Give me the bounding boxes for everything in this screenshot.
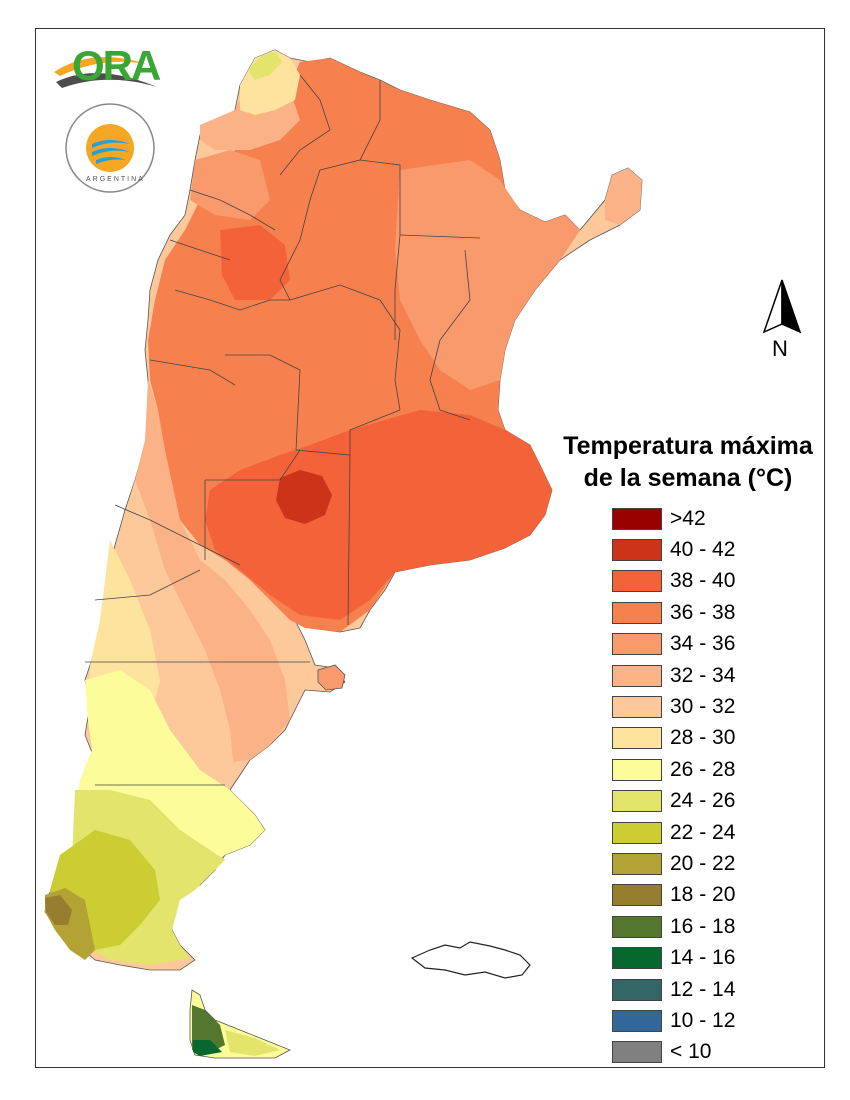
legend-swatch	[612, 727, 662, 750]
legend-swatch	[612, 758, 662, 781]
legend-label: 30 - 32	[670, 695, 736, 719]
legend-label: 40 - 42	[670, 538, 736, 562]
legend-item: 30 - 32	[612, 691, 735, 722]
legend-item: 24 - 26	[612, 786, 735, 817]
legend-title-line2: de la semana (°C)	[583, 464, 793, 492]
legend-item: >42	[612, 503, 735, 534]
legend-label: 14 - 16	[670, 946, 736, 970]
legend-item: 32 - 34	[612, 660, 735, 691]
legend-swatch	[612, 696, 662, 719]
legend-swatch	[612, 852, 662, 875]
legend-item: < 10	[612, 1037, 735, 1068]
peninsula-valdes	[317, 664, 346, 691]
smn-logo-text: ARGENTINA	[86, 176, 145, 183]
smn-logo	[65, 103, 155, 193]
map-frame	[35, 28, 825, 1068]
zone-38-40-north	[220, 225, 290, 300]
legend-label: 12 - 14	[670, 977, 736, 1001]
ora-logo	[54, 57, 157, 88]
legend-swatch	[612, 664, 662, 687]
zone-34-36-nw	[190, 150, 270, 220]
legend-item: 10 - 12	[612, 1005, 735, 1036]
ora-logo-text: ORA	[72, 42, 161, 89]
legend-item: 18 - 20	[612, 880, 735, 911]
legend-swatch	[612, 570, 662, 593]
legend-swatch	[612, 539, 662, 562]
legend-swatch	[612, 978, 662, 1001]
legend-item: 34 - 36	[612, 629, 735, 660]
legend: >42 40 - 42 38 - 40 36 - 38 34 - 36 32 - 34 30…	[612, 503, 735, 1068]
zone-34-36-ne	[395, 160, 580, 390]
legend-label: >42	[670, 506, 706, 530]
legend-swatch	[612, 633, 662, 656]
legend-label: 22 - 24	[670, 820, 736, 844]
tdf-24-26	[225, 1030, 280, 1056]
legend-label: 18 - 20	[670, 883, 736, 907]
legend-label: < 10	[670, 1040, 712, 1064]
legend-item: 14 - 16	[612, 942, 735, 973]
legend-swatch	[612, 821, 662, 844]
legend-swatch	[612, 790, 662, 813]
legend-label: 10 - 12	[670, 1008, 736, 1032]
legend-label: 34 - 36	[670, 632, 736, 656]
legend-label: 36 - 38	[670, 600, 736, 624]
legend-title: Temperatura máxima de la semana (°C)	[548, 430, 828, 494]
legend-label: 32 - 34	[670, 663, 736, 687]
legend-item: 28 - 30	[612, 723, 735, 754]
malvinas-islands	[410, 941, 531, 979]
legend-swatch	[612, 1009, 662, 1032]
legend-item: 20 - 22	[612, 848, 735, 879]
legend-label: 20 - 22	[670, 851, 736, 875]
legend-item: 26 - 28	[612, 754, 735, 785]
legend-swatch	[612, 1041, 662, 1064]
legend-item: 36 - 38	[612, 597, 735, 628]
north-label: N	[772, 336, 788, 361]
north-arrow-icon	[762, 279, 802, 334]
zone-40-42	[276, 470, 332, 524]
tdf-14-16	[193, 1040, 222, 1056]
legend-item: 22 - 24	[612, 817, 735, 848]
legend-swatch	[612, 884, 662, 907]
legend-item: 40 - 42	[612, 534, 735, 565]
legend-item: 38 - 40	[612, 566, 735, 597]
zone-32-34-misiones	[605, 168, 642, 225]
legend-label: 28 - 30	[670, 726, 736, 750]
legend-item: 16 - 18	[612, 911, 735, 942]
legend-label: 26 - 28	[670, 757, 736, 781]
legend-swatch	[612, 507, 662, 530]
legend-swatch	[612, 601, 662, 624]
legend-swatch	[612, 947, 662, 970]
province-borders	[85, 74, 481, 786]
legend-title-line1: Temperatura máxima	[563, 432, 813, 460]
legend-swatch	[612, 915, 662, 938]
legend-label: 16 - 18	[670, 914, 736, 938]
zone-18-20	[45, 895, 72, 925]
legend-label: 24 - 26	[670, 789, 736, 813]
zone-24-26-nw	[248, 52, 282, 80]
legend-item: 12 - 14	[612, 974, 735, 1005]
legend-label: 38 - 40	[670, 569, 736, 593]
